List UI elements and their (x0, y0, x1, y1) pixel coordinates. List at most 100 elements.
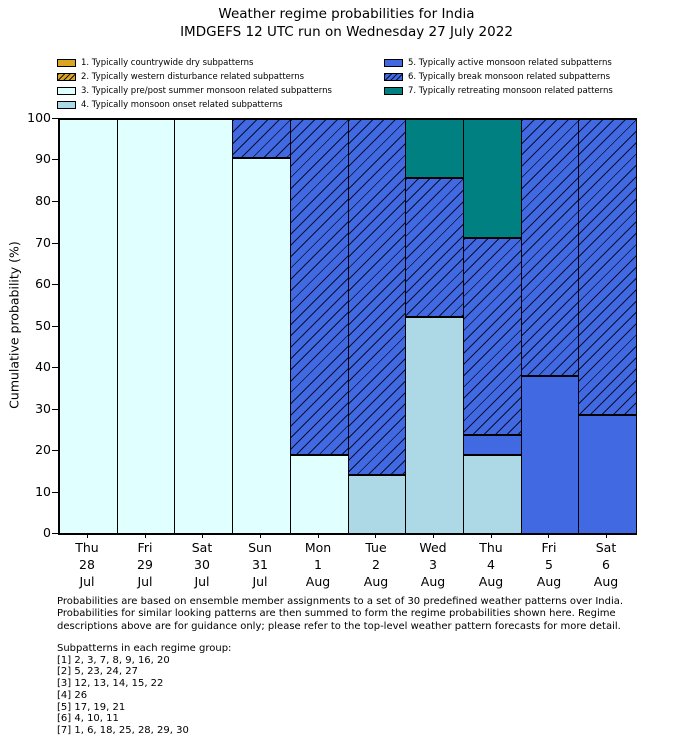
legend-item: 7. Typically retreating monsoon related … (384, 85, 613, 97)
y-tick (52, 201, 58, 202)
bar-segment (463, 455, 522, 534)
bar-segment (405, 317, 464, 534)
bar-segment (463, 435, 522, 455)
subpatterns-group: [2] 5, 23, 24, 27 (57, 666, 138, 678)
x-tick-label-line: Sat (595, 540, 617, 555)
y-tick (52, 492, 58, 493)
x-tick-label: Sun 31 Jul (231, 539, 289, 590)
x-tick (491, 534, 492, 538)
x-tick-label-line: Aug (305, 574, 331, 589)
bar-segment (578, 119, 637, 415)
x-tick-label-line: Jul (252, 574, 268, 589)
x-tick-label-line: 28 (79, 557, 95, 572)
y-tick-label: 60 (35, 276, 51, 291)
x-tick (318, 534, 319, 538)
legend-item: 5. Typically active monsoon related subp… (384, 57, 612, 69)
legend-item-label: 4. Typically monsoon onset related subpa… (81, 100, 283, 110)
x-tick (260, 534, 261, 538)
legend-item-label: 3. Typically pre/post summer monsoon rel… (81, 86, 332, 96)
legend-item-label: 5. Typically active monsoon related subp… (408, 58, 612, 68)
legend-item-label: 6. Typically break monsoon related subpa… (408, 72, 610, 82)
x-tick (145, 534, 146, 538)
bar-segment (405, 119, 464, 178)
bar-segment (463, 238, 522, 435)
x-tick-label: Mon 1 Aug (289, 539, 347, 590)
legend-item-label: 2. Typically western disturbance related… (81, 72, 305, 82)
legend-item: 6. Typically break monsoon related subpa… (384, 71, 610, 83)
x-tick-label-line: 5 (545, 557, 553, 572)
x-tick-label-line: Aug (420, 574, 446, 589)
y-tick-label: 80 (35, 193, 51, 208)
x-tick-label-line: Jul (194, 574, 210, 589)
x-tick-label-line: 1 (314, 557, 322, 572)
legend-item-label: 1. Typically countrywide dry subpatterns (81, 58, 254, 68)
y-tick-label: 40 (35, 359, 51, 374)
legend-item: 3. Typically pre/post summer monsoon rel… (57, 85, 332, 97)
y-tick-label: 20 (35, 442, 51, 457)
y-tick-label: 50 (35, 318, 51, 333)
y-tick (52, 326, 58, 327)
x-tick-label: Wed 3 Aug (404, 539, 462, 590)
x-tick-label-line: Fri (137, 540, 153, 555)
subpatterns-group: [7] 1, 6, 18, 25, 28, 29, 30 (57, 724, 189, 736)
x-tick (433, 534, 434, 538)
x-tick (375, 534, 376, 538)
x-tick-label: Fri 29 Jul (116, 539, 174, 590)
y-tick (52, 243, 58, 244)
y-tick-label: 0 (43, 525, 51, 540)
x-tick-label: Thu 4 Aug (462, 539, 520, 590)
bar-segment (232, 119, 291, 158)
x-tick-label-line: 29 (137, 557, 153, 572)
x-tick-label-line: Jul (79, 574, 95, 589)
legend-item: 2. Typically western disturbance related… (57, 71, 304, 83)
subpatterns-group: [1] 2, 3, 7, 8, 9, 16, 20 (57, 654, 170, 666)
bar-segment (117, 119, 175, 534)
x-tick (606, 534, 607, 538)
bar-segment (578, 415, 637, 534)
x-tick-label-line: Sat (191, 540, 213, 555)
legend-swatch (384, 87, 403, 95)
subpatterns-header: Subpatterns in each regime group: (57, 643, 232, 654)
x-tick-label-line: Thu (479, 540, 503, 555)
legend-item: 1. Typically countrywide dry subpatterns (57, 57, 253, 69)
y-tick (52, 409, 58, 410)
x-tick-label-line: Jul (137, 574, 153, 589)
chart-subtitle: IMDGEFS 12 UTC run on Wednesday 27 July … (180, 24, 513, 40)
y-tick (52, 118, 58, 119)
x-tick-label-line: Aug (478, 574, 504, 589)
y-tick-label: 100 (27, 110, 51, 125)
legend-swatch (57, 73, 76, 81)
y-tick-label: 10 (35, 484, 51, 499)
bar-segment (521, 376, 579, 534)
subpatterns-list: Subpatterns in each regime group: [1] 2, … (57, 643, 231, 737)
x-tick-label: Thu 28 Jul (58, 539, 116, 590)
x-tick (87, 534, 88, 538)
legend-swatch (384, 73, 403, 81)
x-tick-label-line: Aug (363, 574, 389, 589)
bar-segment (232, 158, 291, 534)
bar-segment (405, 178, 464, 317)
legend-item: 4. Typically monsoon onset related subpa… (57, 99, 283, 111)
bar-segment (290, 455, 349, 534)
bar-segment (348, 119, 406, 475)
title-block: Weather regime probabilities for India I… (58, 5, 635, 41)
y-tick (52, 284, 58, 285)
legend-swatch (57, 59, 76, 67)
y-tick-label: 70 (35, 235, 51, 250)
chart-title: Weather regime probabilities for India (218, 6, 475, 22)
x-tick-label-line: Tue (365, 540, 387, 555)
legend-swatch (57, 87, 76, 95)
legend-swatch (384, 59, 403, 67)
legend-swatch (57, 101, 76, 109)
footnote-line: Probabilities are based on ensemble memb… (57, 596, 624, 607)
plot-area (58, 118, 637, 535)
x-tick (548, 534, 549, 538)
x-tick-label-line: 6 (602, 557, 610, 572)
x-tick (202, 534, 203, 538)
bar-segment (59, 119, 118, 534)
y-tick-label: 30 (35, 401, 51, 416)
subpatterns-group: [5] 17, 19, 21 (57, 701, 126, 713)
x-tick-label-line: Aug (593, 574, 619, 589)
subpatterns-group: [4] 26 (57, 689, 88, 701)
